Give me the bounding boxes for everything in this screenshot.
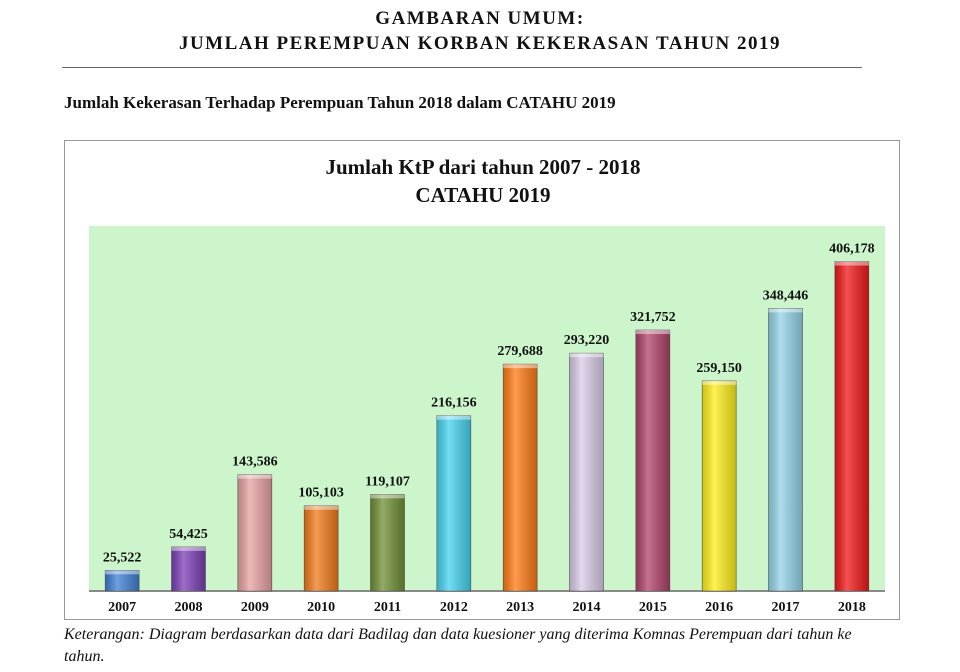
- bar-shading-2015: [635, 330, 670, 591]
- chart-caption: Keterangan: Diagram berdasarkan data dar…: [64, 626, 852, 665]
- bar-highlight-2014: [569, 353, 604, 358]
- x-tick-2017: 2017: [772, 600, 800, 615]
- bar-shading-2007: [105, 570, 140, 591]
- bar-shading-2012: [436, 415, 471, 591]
- bar-shading-2017: [768, 308, 803, 591]
- header-divider: [62, 67, 862, 68]
- bar-chart: 25,522 2007 54,425 2008 143,586 2009 105,103 20…: [89, 226, 885, 615]
- bar-highlight-2008: [171, 546, 206, 551]
- data-label-2015: 321,752: [630, 310, 676, 325]
- section-subtitle: Jumlah Kekerasan Terhadap Perempuan Tahu…: [64, 93, 616, 112]
- header-title-line2: JUMLAH PEREMPUAN KORBAN KEKERASAN TAHUN …: [178, 33, 782, 54]
- bar-highlight-2016: [702, 380, 737, 385]
- x-tick-2013: 2013: [506, 600, 534, 615]
- data-label-2007: 25,522: [103, 550, 141, 565]
- bar-highlight-2010: [304, 505, 339, 510]
- bar-highlight-2018: [834, 261, 869, 266]
- x-tick-2011: 2011: [374, 600, 401, 615]
- data-label-2008: 54,425: [169, 527, 208, 542]
- x-tick-2012: 2012: [440, 600, 468, 615]
- bar-shading-2010: [304, 505, 339, 591]
- x-tick-2007: 2007: [108, 600, 136, 615]
- bar-shading-2016: [702, 380, 737, 591]
- bar-shading-2013: [503, 364, 538, 591]
- data-label-2010: 105,103: [298, 486, 344, 501]
- bar-highlight-2012: [436, 415, 471, 420]
- bar-shading-2018: [834, 261, 869, 591]
- chart-title: Jumlah KtP dari tahun 2007 - 2018: [325, 155, 641, 179]
- x-tick-2015: 2015: [639, 600, 667, 615]
- data-label-2009: 143,586: [232, 455, 277, 470]
- x-tick-2009: 2009: [241, 600, 269, 615]
- x-tick-2016: 2016: [705, 600, 733, 615]
- data-label-2017: 348,446: [763, 288, 809, 303]
- data-label-2011: 119,107: [365, 474, 410, 489]
- x-tick-2008: 2008: [175, 600, 203, 615]
- bar-highlight-2015: [635, 330, 670, 335]
- bar-highlight-2007: [105, 570, 140, 575]
- bar-shading-2011: [370, 494, 405, 591]
- plot-area: [89, 226, 885, 591]
- bar-shading-2014: [569, 353, 604, 591]
- chart-frame: Jumlah KtP dari tahun 2007 - 2018 CATAHU…: [64, 140, 900, 620]
- bar-shading-2008: [171, 546, 206, 591]
- bar-highlight-2011: [370, 494, 405, 499]
- data-label-2013: 279,688: [497, 344, 542, 359]
- data-label-2012: 216,156: [431, 396, 477, 411]
- chart-subtitle: CATAHU 2019: [415, 183, 551, 207]
- data-label-2018: 406,178: [829, 242, 875, 257]
- x-tick-2014: 2014: [573, 600, 601, 615]
- bar-highlight-2017: [768, 308, 803, 313]
- bar-shading-2009: [237, 474, 272, 591]
- data-label-2014: 293,220: [564, 333, 610, 348]
- x-tick-2018: 2018: [838, 600, 866, 615]
- bar-highlight-2013: [503, 364, 538, 369]
- bar-highlight-2009: [237, 474, 272, 479]
- header-title-line1: GAMBARAN UMUM:: [375, 8, 585, 29]
- x-tick-2010: 2010: [307, 600, 335, 615]
- data-label-2016: 259,150: [696, 361, 742, 376]
